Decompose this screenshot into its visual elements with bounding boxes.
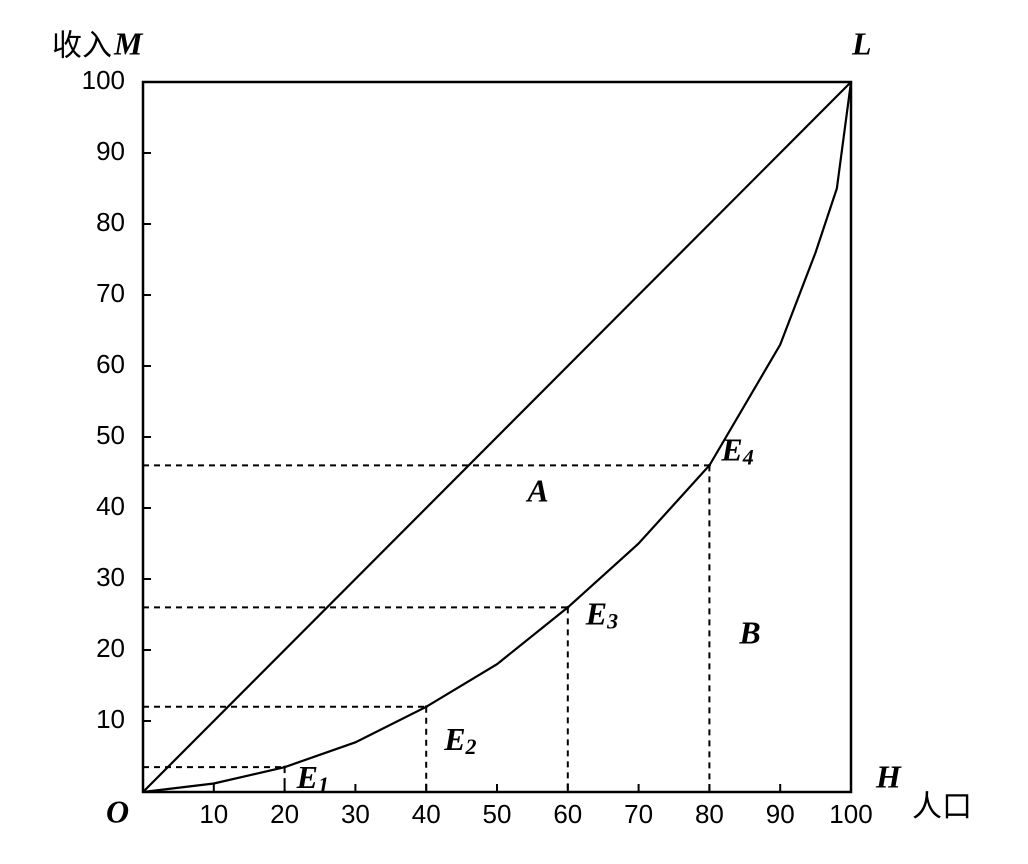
point-subscript: 3 [606, 608, 618, 633]
corner-label: L [851, 25, 872, 61]
y-tick-label: 70 [96, 278, 125, 308]
equality-line [142, 81, 852, 793]
y-tick-label: 10 [96, 704, 125, 734]
x-tick-label: 10 [199, 799, 228, 829]
point-letter: E [443, 721, 465, 757]
point [566, 605, 570, 609]
point-subscript: 1 [318, 772, 329, 797]
y-tick-label: 90 [96, 136, 125, 166]
point-label: E3 [585, 596, 618, 634]
x-tick-label: 60 [553, 799, 582, 829]
y-tick-label: 30 [96, 562, 125, 592]
x-tick-label: 100 [829, 799, 872, 829]
y-tick-label: 20 [96, 633, 125, 663]
x-tick-label: 30 [341, 799, 370, 829]
x-axis-variable: H [875, 758, 902, 794]
x-axis-label: 人口 [912, 790, 972, 825]
y-tick-label: 50 [96, 420, 125, 450]
point-letter: E [296, 759, 318, 795]
x-tick-label: 80 [695, 799, 724, 829]
point-letter: E [720, 432, 742, 468]
point [707, 463, 711, 467]
y-axis-variable: M [113, 25, 144, 61]
y-tick-label: 60 [96, 349, 125, 379]
x-tick-label: 40 [412, 799, 441, 829]
point-letter: E [585, 596, 607, 632]
point-subscript: 4 [742, 444, 754, 469]
y-tick-label: 80 [96, 207, 125, 237]
point-subscript: 2 [465, 734, 477, 759]
origin-label: O [106, 793, 129, 829]
x-tick-label: 20 [270, 799, 299, 829]
point-label: E4 [720, 432, 753, 470]
y-tick-label: 40 [96, 491, 125, 521]
y-axis-label: 收入 [52, 29, 112, 64]
region-label: A [525, 472, 548, 508]
point [424, 705, 428, 709]
region-label: B [738, 614, 760, 650]
y-tick-label: 100 [82, 65, 125, 95]
x-tick-label: 50 [483, 799, 512, 829]
point [283, 765, 287, 769]
x-tick-label: 90 [766, 799, 795, 829]
x-tick-label: 70 [624, 799, 653, 829]
point-label: E2 [443, 721, 476, 759]
point-label: E1 [296, 759, 329, 797]
